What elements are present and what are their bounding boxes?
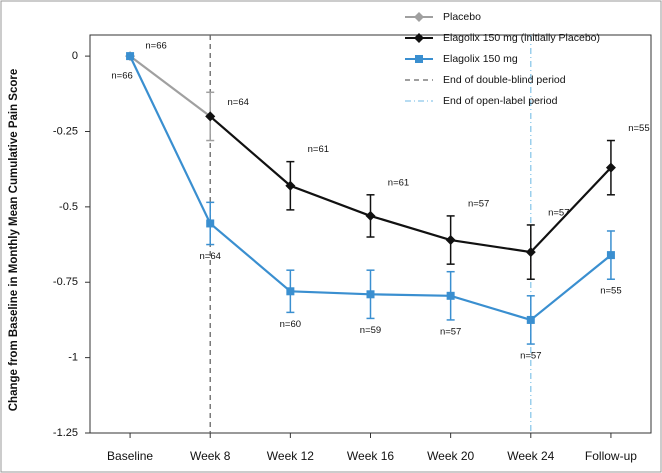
point — [366, 290, 375, 299]
x-tick-label: Week 8 — [190, 449, 231, 463]
legend-label: Elagolix 150 mg (initially Placebo) — [443, 32, 600, 44]
point — [126, 52, 135, 61]
legend-label: Placebo — [443, 11, 481, 23]
point — [206, 219, 215, 228]
y-tick-label: 0 — [72, 50, 78, 62]
point — [285, 180, 296, 191]
n-label: n=60 — [280, 319, 301, 330]
point — [606, 251, 615, 260]
y-tick-label: -1.25 — [53, 427, 78, 439]
n-label: n=61 — [388, 177, 409, 188]
y-tick-label: -0.25 — [53, 125, 78, 137]
n-label: n=64 — [200, 251, 221, 262]
legend-marker — [414, 12, 424, 22]
x-tick-label: Follow-up — [585, 449, 637, 463]
n-label: n=64 — [228, 97, 249, 108]
legend-marker — [415, 55, 423, 63]
y-tick-label: -0.75 — [53, 276, 78, 288]
point — [286, 287, 295, 296]
n-label: n=66 — [111, 71, 132, 82]
n-label: n=66 — [145, 41, 166, 52]
x-tick-label: Week 20 — [427, 449, 474, 463]
n-label: n=59 — [360, 325, 381, 336]
n-label: n=61 — [308, 144, 329, 155]
series-line — [209, 115, 612, 254]
x-tick-label: Week 12 — [267, 449, 314, 463]
x-tick-label: Week 16 — [347, 449, 394, 463]
y-tick-label: -1 — [68, 352, 78, 364]
point — [365, 210, 376, 221]
n-label: n=55 — [600, 286, 621, 297]
point — [605, 162, 616, 173]
series-line — [129, 55, 211, 118]
n-label: n=57 — [520, 351, 541, 362]
n-label: n=55 — [628, 123, 649, 134]
point — [526, 315, 535, 324]
point — [525, 247, 536, 258]
y-axis-label: Change from Baseline in Monthly Mean Cum… — [8, 69, 20, 412]
y-tick-label: -0.5 — [59, 201, 78, 213]
x-tick-label: Week 24 — [507, 449, 554, 463]
n-label: n=57 — [548, 207, 569, 218]
point — [445, 235, 456, 246]
point — [446, 291, 455, 300]
point — [205, 111, 216, 122]
legend-marker — [414, 33, 424, 43]
legend-label: Elagolix 150 mg — [443, 53, 518, 65]
n-label: n=57 — [440, 326, 461, 337]
x-tick-label: Baseline — [107, 449, 153, 463]
n-label: n=57 — [468, 198, 489, 209]
legend-label: End of open-label period — [443, 95, 558, 107]
legend-label: End of double-blind period — [443, 74, 566, 86]
